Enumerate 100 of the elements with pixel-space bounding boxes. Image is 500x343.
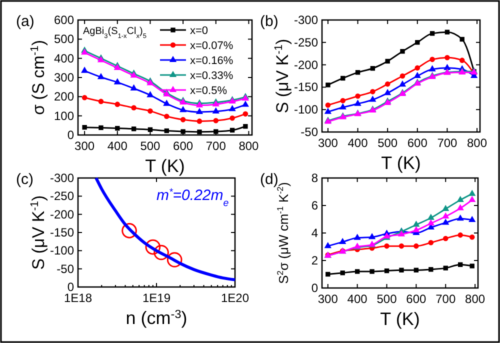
point: [114, 102, 120, 107]
x-tick-label: 1E18: [64, 291, 92, 305]
y-tick-label: 4: [311, 226, 318, 240]
y-tick-label: 100: [54, 108, 74, 123]
legend-label: x=0.5%: [190, 85, 228, 97]
point: [430, 31, 435, 36]
x-tick-label: 400: [107, 139, 128, 153]
point: [398, 230, 406, 236]
legend-title: AgBi$_{3}$(S$_{1-x}$Cl$_{x}$)$_{5}$: [83, 26, 147, 40]
point: [369, 96, 376, 102]
point: [460, 36, 464, 42]
point: [242, 111, 248, 117]
x-axis-title: T (K): [380, 309, 420, 329]
point: [370, 89, 376, 94]
y-tick-label: -200: [294, 58, 318, 72]
x-tick-label: 600: [406, 292, 427, 306]
point: [412, 226, 420, 232]
point: [82, 124, 87, 130]
point: [98, 125, 104, 130]
point: [427, 214, 434, 220]
point: [97, 73, 105, 80]
y-tick-label: 0: [67, 128, 74, 142]
legend-label: x=0.33%: [190, 70, 234, 82]
point: [81, 66, 88, 73]
x-tick-label: 500: [376, 292, 398, 306]
point: [428, 65, 436, 72]
point: [131, 105, 136, 110]
point: [428, 240, 434, 246]
chart-title: (a): [16, 13, 34, 30]
x-axis-title: T (K): [145, 156, 185, 176]
point: [228, 105, 236, 112]
point: [354, 234, 361, 240]
y-tick-label: -150: [294, 80, 318, 94]
y-tick-label: -250: [294, 35, 318, 50]
x-tick-label: 700: [206, 139, 226, 153]
chart-title: (d): [260, 171, 278, 188]
legend-label: x=0: [190, 25, 208, 37]
point: [354, 269, 360, 274]
x-axis-title: T (K): [381, 153, 421, 173]
point: [339, 103, 346, 110]
point: [442, 236, 448, 242]
y-tick-label: -50: [56, 262, 74, 276]
point: [442, 218, 450, 225]
point: [82, 94, 88, 100]
point: [384, 81, 390, 87]
x-axis-title: n (cm$^{-3}$): [126, 308, 188, 328]
chart-title: (b): [260, 13, 278, 30]
y-tick-label: -100: [294, 102, 318, 117]
point: [400, 73, 406, 79]
y-tick-label: -300: [294, 13, 318, 27]
y-tick-label: 0: [67, 280, 74, 294]
y-tick-label: 500: [54, 32, 74, 46]
point: [212, 107, 220, 114]
point: [400, 49, 405, 54]
point: [385, 58, 390, 64]
point: [179, 106, 187, 112]
point: [340, 98, 346, 104]
point: [340, 270, 345, 276]
y-tick-label: 300: [54, 70, 74, 84]
point: [456, 196, 464, 202]
point: [458, 232, 463, 238]
point: [427, 219, 434, 226]
point: [469, 234, 475, 240]
y-tick-label: 400: [54, 51, 74, 66]
point: [196, 118, 202, 124]
point: [197, 130, 202, 134]
point: [368, 233, 376, 240]
point: [443, 266, 448, 270]
point: [430, 56, 435, 62]
point: [98, 98, 104, 104]
point: [130, 84, 138, 90]
point: [324, 242, 332, 248]
point: [163, 100, 170, 106]
point: [148, 108, 153, 114]
point: [470, 264, 474, 268]
x-tick-label: 1E20: [220, 291, 250, 305]
point: [384, 268, 390, 274]
point: [324, 108, 332, 114]
point: [242, 100, 249, 107]
point: [164, 114, 170, 120]
point: [415, 40, 420, 45]
chart-title: (c): [16, 171, 34, 188]
point: [456, 214, 464, 221]
x-tick-label: 800: [238, 139, 260, 153]
point: [146, 91, 154, 98]
x-tick-label: 800: [467, 136, 488, 150]
point: [148, 127, 153, 132]
point: [340, 76, 346, 81]
point: [459, 58, 465, 63]
point: [468, 196, 476, 202]
x-tick-label: 400: [348, 136, 368, 150]
point: [354, 100, 362, 106]
point: [414, 72, 421, 78]
point: [444, 30, 450, 34]
point: [164, 128, 169, 134]
point: [456, 204, 464, 210]
x-tick-label: 700: [437, 136, 458, 150]
y-tick-label: 6: [311, 198, 318, 212]
point: [412, 220, 420, 227]
x-tick-label: 1E19: [142, 291, 171, 305]
